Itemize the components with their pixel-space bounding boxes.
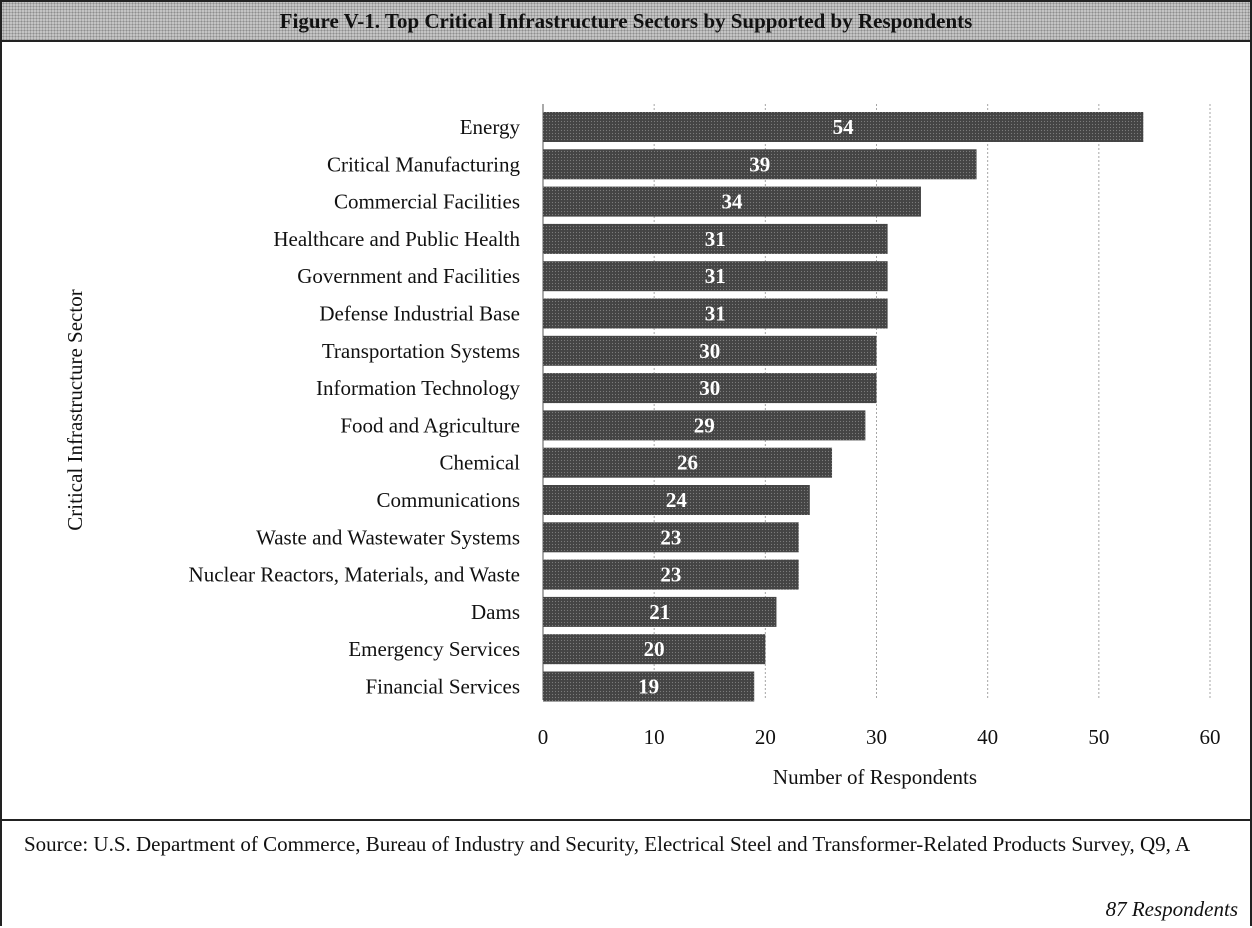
bar-value-label: 23 <box>660 563 681 587</box>
x-tick-label: 0 <box>538 725 549 749</box>
bar-value-label: 26 <box>677 451 698 475</box>
bar-value-label: 39 <box>749 152 770 176</box>
category-label: Emergency Services <box>348 637 520 661</box>
x-tick-label: 30 <box>866 725 887 749</box>
bar-value-label: 31 <box>705 227 726 251</box>
category-label: Food and Agriculture <box>340 413 520 437</box>
bar-value-label: 21 <box>649 600 670 624</box>
bar <box>543 149 977 180</box>
bar <box>543 634 766 665</box>
bar-value-label: 23 <box>660 525 681 549</box>
bar-value-label: 31 <box>705 264 726 288</box>
bar-value-label: 30 <box>699 376 720 400</box>
x-tick-label: 40 <box>977 725 998 749</box>
x-tick-labels: 0 10 20 30 40 50 60 <box>538 725 1221 749</box>
bar <box>543 298 888 329</box>
category-label: Chemical <box>440 451 521 475</box>
bar <box>543 186 921 217</box>
category-label: Defense Industrial Base <box>319 302 520 326</box>
category-label: Waste and Wastewater Systems <box>256 525 520 549</box>
bar <box>543 485 810 515</box>
bar-value-label: 20 <box>644 637 665 661</box>
category-label: Commercial Facilities <box>334 190 520 214</box>
bar-value-label: 30 <box>699 339 720 363</box>
figure-title: Figure V-1. Top Critical Infrastructure … <box>279 8 973 33</box>
category-label: Government and Facilities <box>297 264 520 288</box>
bar <box>543 112 1144 142</box>
x-tick-label: 20 <box>755 725 776 749</box>
bar-value-label: 34 <box>721 190 743 214</box>
bar <box>543 410 866 441</box>
category-label: Information Technology <box>316 376 521 400</box>
x-tick-label: 10 <box>644 725 665 749</box>
category-labels: Energy Critical Manufacturing Commercial F… <box>189 115 521 699</box>
bar <box>543 447 833 478</box>
category-label: Critical Manufacturing <box>327 152 521 176</box>
bar <box>543 559 799 590</box>
source-note: Source: U.S. Department of Commerce, Bur… <box>24 832 1191 856</box>
bar <box>543 261 888 292</box>
category-label: Healthcare and Public Health <box>273 227 520 251</box>
x-tick-label: 60 <box>1200 725 1221 749</box>
source-section: Source: U.S. Department of Commerce, Bur… <box>2 819 1250 928</box>
figure-title-bar: Figure V-1. Top Critical Infrastructure … <box>2 2 1250 42</box>
bar-value-label: 54 <box>833 115 855 139</box>
bar <box>543 522 799 553</box>
bar <box>543 671 755 702</box>
bar <box>543 335 877 366</box>
category-label: Financial Services <box>365 675 520 699</box>
category-label: Nuclear Reactors, Materials, and Waste <box>189 563 520 587</box>
bars <box>543 112 1144 702</box>
x-tick-label: 50 <box>1088 725 1109 749</box>
bar-value-label: 31 <box>705 302 726 326</box>
x-axis-title: Number of Respondents <box>773 765 977 789</box>
category-label: Energy <box>460 115 521 139</box>
bar <box>543 223 888 254</box>
category-label: Communications <box>377 488 521 512</box>
category-label: Transportation Systems <box>322 339 520 363</box>
bar <box>543 596 777 627</box>
y-axis-title: Critical Infrastructure Sector <box>63 289 87 530</box>
bar-value-label: 19 <box>638 675 659 699</box>
respondents-note: 87 Respondents <box>1105 897 1238 921</box>
bar-value-label: 29 <box>694 413 715 437</box>
bar-value-label: 24 <box>666 488 688 512</box>
bar <box>543 373 877 404</box>
category-label: Dams <box>471 600 520 624</box>
